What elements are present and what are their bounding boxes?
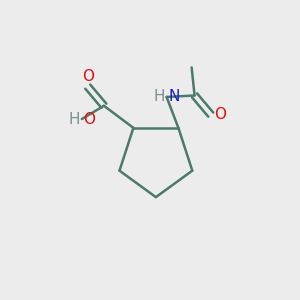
Text: O: O (83, 112, 95, 127)
Text: O: O (82, 69, 94, 84)
Text: N: N (168, 89, 179, 104)
Text: H: H (69, 112, 80, 127)
Text: H: H (154, 89, 165, 104)
Text: O: O (214, 107, 226, 122)
